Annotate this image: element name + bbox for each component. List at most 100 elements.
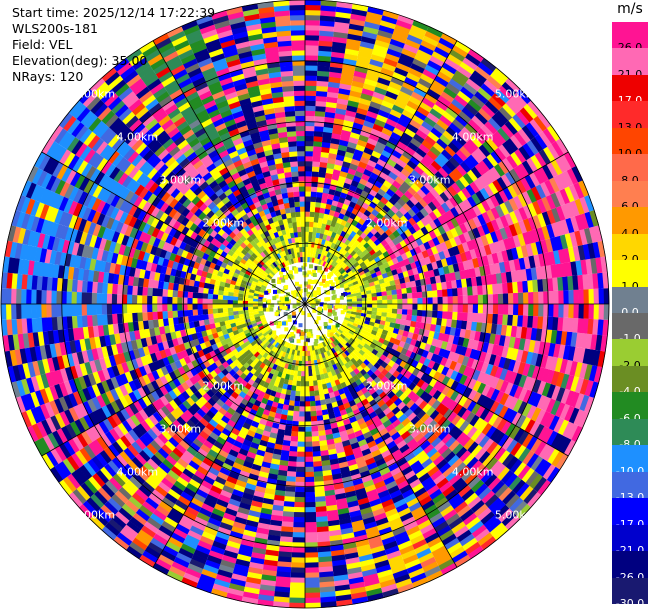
gate-cell: [476, 225, 486, 237]
gate-cell: [467, 295, 474, 304]
gate-cell: [238, 209, 247, 217]
gate-cell: [522, 191, 533, 205]
gate-cell: [481, 172, 493, 186]
gate-cell: [202, 304, 208, 310]
gate-cell: [263, 208, 271, 215]
gate-cell: [328, 252, 334, 259]
gate-cell: [277, 240, 283, 248]
gate-cell: [148, 102, 162, 115]
gate-cell: [307, 251, 311, 258]
gate-cell: [328, 209, 336, 217]
gate-cell: [277, 230, 283, 237]
gate-cell: [401, 287, 408, 294]
gate-cell: [459, 212, 469, 224]
gate-cell: [368, 212, 376, 221]
gate-cell: [234, 142, 245, 151]
gate-cell: [292, 55, 305, 61]
gate-cell: [291, 252, 296, 259]
gate-cell: [270, 173, 279, 181]
gate-cell: [208, 180, 219, 190]
gate-cell: [361, 173, 370, 182]
gate-cell: [195, 177, 206, 187]
gate-cell: [288, 146, 297, 152]
gate-cell: [15, 288, 22, 304]
gate-cell: [96, 293, 102, 304]
gate-cell: [217, 290, 224, 296]
gate-cell: [490, 71, 506, 86]
gate-cell: [330, 248, 337, 255]
gate-cell: [493, 67, 509, 82]
gate-cell: [371, 262, 379, 269]
gate-cell: [129, 53, 145, 67]
gate-cell: [468, 74, 484, 88]
gate-cell: [480, 124, 494, 138]
gate-cell: [598, 288, 605, 304]
gate-cell: [419, 235, 428, 244]
gate-cell: [481, 223, 491, 235]
gate-cell: [262, 31, 277, 39]
gate-cell: [242, 307, 249, 311]
gate-cell: [538, 131, 552, 147]
gate-cell: [541, 225, 551, 240]
gate-cell: [355, 292, 362, 296]
gate-cell: [437, 296, 444, 304]
gate-cell: [228, 223, 237, 232]
gate-cell: [175, 167, 186, 179]
gate-cell: [212, 57, 227, 68]
gate-cell: [374, 204, 383, 213]
gate-cell: [207, 81, 222, 91]
gate-cell: [321, 223, 327, 230]
gate-cell: [532, 200, 543, 215]
gate-cell: [207, 304, 213, 310]
gate-cell: [279, 235, 285, 242]
gate-cell: [244, 75, 258, 84]
gate-cell: [273, 220, 280, 228]
gate-cell: [412, 222, 421, 232]
gate-cell: [477, 175, 489, 188]
gate-cell: [265, 154, 275, 162]
gate-cell: [382, 179, 393, 189]
gate-cell: [203, 33, 219, 44]
gate-cell: [188, 95, 202, 107]
gate-cell: [523, 103, 538, 119]
gate-cell: [284, 207, 291, 214]
gate-cell: [355, 112, 367, 121]
gate-cell: [577, 274, 584, 290]
gate-cell: [527, 216, 537, 231]
gate-cell: [138, 90, 153, 103]
gate-cell: [428, 211, 438, 221]
gate-cell: [126, 285, 133, 295]
gate-cell: [437, 95, 452, 107]
gate-cell: [272, 261, 278, 268]
gate-cell: [217, 179, 228, 189]
gate-cell: [517, 233, 526, 247]
gate-cell: [273, 231, 280, 238]
gate-cell: [168, 160, 180, 171]
gate-cell: [288, 456, 297, 462]
gate-cell: [428, 229, 437, 240]
gate-cell: [277, 131, 288, 139]
gate-cell: [542, 164, 554, 180]
gate-cell: [449, 237, 458, 248]
gate-cell: [331, 173, 340, 181]
gate-cell: [419, 101, 433, 113]
gate-cell: [328, 225, 335, 232]
gate-cell: [441, 177, 452, 189]
gate-cell: [297, 370, 302, 377]
gate-cell: [274, 209, 282, 217]
gate-cell: [351, 293, 357, 297]
gate-cell: [282, 218, 288, 225]
gate-cell: [439, 191, 450, 203]
gate-cell: [274, 242, 280, 249]
gate-cell: [395, 283, 402, 290]
gate-cell: [553, 175, 565, 191]
gate-cell: [101, 67, 117, 82]
gate-cell: [582, 243, 591, 260]
gate-cell: [345, 277, 352, 283]
gate-cell: [310, 400, 316, 407]
gate-cell: [437, 215, 447, 226]
gate-cell: [180, 143, 192, 154]
gate-cell: [172, 310, 178, 318]
gate-cell: [182, 291, 189, 298]
gate-cell: [290, 258, 295, 265]
